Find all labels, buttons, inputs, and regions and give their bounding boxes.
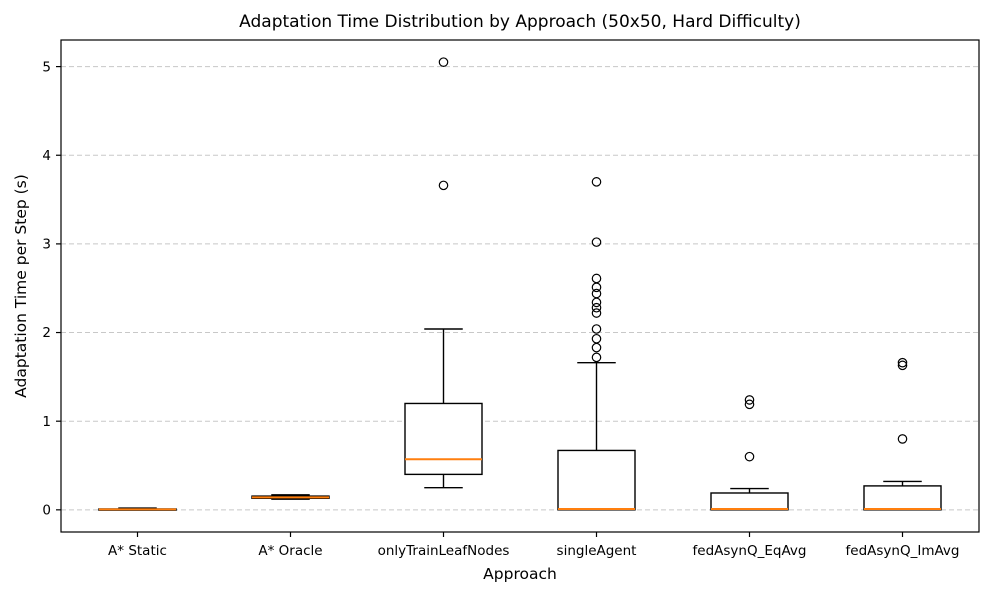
plot-border — [60, 39, 980, 533]
outlier-point — [591, 352, 602, 363]
y-tick-label-0: 0 — [42, 503, 51, 519]
chart-title: Adaptation Time Distribution by Approach… — [239, 12, 801, 32]
box-onlyTrainLeafNodes — [404, 402, 483, 476]
outlier-point — [438, 180, 449, 191]
outlier-point — [591, 333, 602, 344]
outlier-point — [591, 237, 602, 247]
box-fedAsynQ_ImAvg — [863, 485, 942, 511]
outlier-point — [591, 324, 602, 334]
outlier-point — [591, 288, 602, 299]
y-tick-label-4: 4 — [42, 148, 51, 164]
y-tick-label-5: 5 — [42, 59, 51, 75]
outlier-point — [897, 357, 908, 368]
y-tick-label-1: 1 — [42, 414, 51, 430]
outlier-point — [744, 399, 755, 410]
outlier-point — [591, 282, 602, 293]
x-tick-label-2: onlyTrainLeafNodes — [378, 543, 510, 559]
box-singleAgent — [557, 449, 636, 511]
outlier-point — [897, 434, 908, 444]
outlier-point — [744, 395, 755, 405]
outlier-point — [591, 308, 602, 318]
outlier-point — [897, 360, 908, 371]
x-tick-label-0: A* Static — [108, 543, 167, 559]
x-tick-label-5: fedAsynQ_ImAvg — [846, 543, 960, 559]
outlier-point — [591, 273, 602, 284]
outlier-point — [591, 342, 602, 353]
x-tick-label-3: singleAgent — [557, 543, 637, 559]
x-axis-label: Approach — [483, 565, 557, 583]
outlier-point — [744, 451, 755, 462]
y-tick-label-3: 3 — [42, 237, 51, 253]
x-tick-label-4: fedAsynQ_EqAvg — [693, 543, 807, 559]
outlier-point — [591, 177, 602, 187]
outlier-point — [591, 297, 602, 308]
box-fedAsynQ_EqAvg — [710, 492, 789, 511]
y-axis-label: Adaptation Time per Step (s) — [12, 174, 30, 398]
outlier-point — [438, 57, 449, 67]
x-tick-label-1: A* Oracle — [258, 543, 322, 559]
y-tick-label-2: 2 — [42, 325, 51, 341]
outlier-point — [591, 302, 602, 313]
